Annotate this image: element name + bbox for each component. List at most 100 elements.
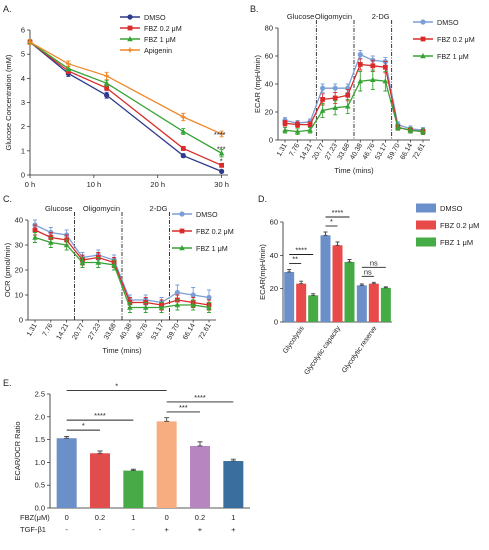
- data-point: [27, 39, 33, 45]
- annotation-stars: ****: [214, 130, 226, 139]
- tgf-value: +: [231, 525, 236, 534]
- y-tick-label: 0.0: [35, 504, 45, 513]
- injection-label: Glucose: [287, 12, 315, 21]
- significance-label: ****: [94, 411, 106, 420]
- data-point: [104, 92, 110, 98]
- series-line-2: [34, 236, 210, 309]
- tgf-value: -: [65, 525, 68, 534]
- bar: [332, 245, 343, 322]
- data-point: [104, 85, 110, 91]
- x-tick-label: 10 h: [87, 180, 102, 189]
- y-tick-label: 0: [269, 136, 273, 145]
- x-tick-label: 72.61: [412, 142, 427, 161]
- legend-label-0: DMSO: [144, 13, 166, 22]
- data-point: [127, 304, 133, 310]
- fbz-value: 0: [165, 513, 169, 522]
- x-tick-label: 1.31: [276, 142, 289, 157]
- x-tick-label: 40.38: [119, 322, 134, 341]
- fbz-value: 0: [65, 513, 69, 522]
- data-point: [407, 127, 414, 133]
- data-point: [190, 302, 196, 308]
- error-bar: [130, 468, 136, 472]
- y-tick-label: 2: [21, 122, 25, 131]
- bar: [190, 445, 210, 508]
- legend-label-0: DMSO: [440, 204, 463, 213]
- error-bar: [230, 458, 236, 462]
- panel-c-ocr-chart: 0 10 20 30 40 1.31 7.76 14.21 20.77 27.23 33.68 40.…: [3, 204, 234, 355]
- y-tick-label: 2.0: [35, 412, 45, 421]
- bar: [344, 262, 355, 322]
- series-line-3: [29, 41, 222, 135]
- bar: [123, 470, 144, 508]
- series-line-1: [29, 41, 222, 166]
- legend-label-1: FBZ 0.2 μM: [196, 227, 234, 236]
- x-tick-label: 46.76: [135, 322, 150, 341]
- error-bar: [164, 417, 170, 422]
- y-tick-label: 0: [19, 316, 23, 325]
- legend-marker-1: [420, 36, 426, 42]
- y-axis-label: OCR (pmol/min): [3, 242, 12, 297]
- x-tick-label: 59.70: [166, 322, 181, 341]
- x-tick-label: 72.61: [198, 322, 213, 341]
- data-point: [142, 304, 149, 310]
- legend-marker-0: [420, 19, 426, 25]
- data-point: [79, 259, 86, 265]
- bar: [380, 287, 391, 322]
- bar: [356, 285, 367, 322]
- significance-label: ****: [332, 208, 344, 217]
- y-tick-label: 60: [265, 52, 273, 61]
- data-point: [63, 242, 70, 248]
- data-point: [174, 289, 180, 296]
- bar: [284, 272, 295, 322]
- data-point: [282, 127, 288, 133]
- data-point: [48, 239, 54, 245]
- y-tick-label: 40: [15, 216, 23, 225]
- data-point: [219, 168, 225, 174]
- annotation-stars: *: [220, 157, 223, 166]
- legend-label-1: FBZ 0.2 μM: [437, 35, 475, 44]
- significance-label: **: [292, 255, 298, 264]
- data-point: [332, 104, 338, 110]
- bar: [308, 295, 319, 322]
- legend-label-1: FBZ 0.2 μM: [144, 24, 182, 33]
- error-bar: [359, 283, 364, 286]
- significance-label: ****: [295, 246, 307, 255]
- data-point: [158, 304, 165, 310]
- data-point: [111, 262, 117, 268]
- y-axis-label: ECAR (mpH/min): [253, 55, 262, 113]
- data-point: [357, 52, 363, 58]
- row-label-fbz: FBZ(μM): [20, 513, 50, 522]
- data-point: [320, 97, 326, 102]
- tgf-value: +: [164, 525, 169, 534]
- y-tick-label: 30: [15, 241, 23, 250]
- legend-label-0: DMSO: [437, 18, 459, 27]
- legend-marker-2: [179, 245, 185, 251]
- data-point: [219, 131, 225, 137]
- error-bar: [371, 281, 376, 285]
- data-point: [65, 65, 72, 71]
- significance-label: *: [115, 382, 118, 391]
- fbz-value: 0.2: [95, 513, 105, 522]
- legend-label-2: FBZ 1 μM: [440, 238, 473, 247]
- data-point: [294, 128, 301, 134]
- x-tick-label: 30 h: [214, 180, 229, 189]
- panel-c-letter: C.: [3, 194, 12, 204]
- significance-label: ns: [370, 258, 378, 267]
- legend-label-0: DMSO: [196, 210, 218, 219]
- y-tick-label: 1.5: [35, 435, 45, 444]
- data-point: [65, 61, 71, 67]
- legend-label-2: FBZ 1 μM: [437, 52, 469, 61]
- legend-swatch-2: [416, 237, 436, 247]
- data-point: [307, 122, 313, 127]
- panel-a-glucose-chart: 0 1 2 3 4 5 6 0 h 10 h 20 h 30 h Glucose Concentrat…: [4, 13, 229, 189]
- data-point: [370, 76, 376, 82]
- y-tick-label: 40: [265, 80, 273, 89]
- bar: [90, 453, 110, 508]
- error-bar: [347, 259, 352, 263]
- series-line-2: [284, 79, 424, 133]
- data-point: [382, 64, 388, 70]
- category-label: Glycolytic reserve: [341, 325, 378, 374]
- x-tick-label: 7.76: [42, 322, 55, 337]
